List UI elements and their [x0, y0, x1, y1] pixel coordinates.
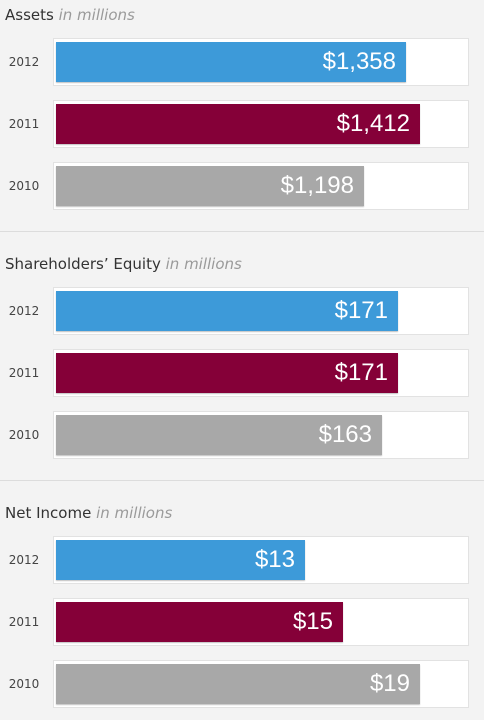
category-label: 2012: [8, 304, 40, 318]
category-label: 2011: [8, 117, 40, 131]
bar-value-label: $163: [318, 421, 372, 448]
bar-2010: $1,198: [56, 166, 364, 206]
chart-title-text: Net Income: [5, 504, 92, 522]
category-label: 2012: [8, 553, 40, 567]
category-label: 2010: [8, 179, 40, 193]
bar-row-2011: 2011 $171: [0, 349, 484, 397]
bar-track: $15: [53, 598, 469, 646]
bar-track: $19: [53, 660, 469, 708]
bar-row-2010: 2010 $19: [0, 660, 484, 708]
bar-row-2012: 2012 $171: [0, 287, 484, 335]
category-label: 2010: [8, 677, 40, 691]
section-divider: [0, 480, 484, 481]
bar-2011: $171: [56, 353, 398, 393]
bar-value-label: $171: [334, 297, 388, 324]
bar-track: $1,412: [53, 100, 469, 148]
bar-track: $171: [53, 287, 469, 335]
bar-value-label: $13: [254, 546, 295, 573]
chart-title-text: Shareholders’ Equity: [5, 255, 161, 273]
chart-title: Shareholders’ Equity in millions: [5, 255, 242, 273]
chart-unit-label: in millions: [96, 504, 173, 522]
category-label: 2011: [8, 615, 40, 629]
chart-title: Net Income in millions: [5, 504, 172, 522]
bar-track: $1,198: [53, 162, 469, 210]
chart-title-text: Assets: [5, 6, 54, 24]
bar-value-label: $1,358: [322, 48, 396, 75]
bar-2012: $13: [56, 540, 305, 580]
category-label: 2011: [8, 366, 40, 380]
bar-2011: $1,412: [56, 104, 420, 144]
chart-unit-label: in millions: [58, 6, 135, 24]
bar-row-2010: 2010 $163: [0, 411, 484, 459]
bar-row-2012: 2012 $1,358: [0, 38, 484, 86]
section-divider: [0, 231, 484, 232]
bar-row-2011: 2011 $15: [0, 598, 484, 646]
chart-unit-label: in millions: [165, 255, 242, 273]
bar-track: $171: [53, 349, 469, 397]
bar-row-2011: 2011 $1,412: [0, 100, 484, 148]
bar-row-2010: 2010 $1,198: [0, 162, 484, 210]
bar-2012: $1,358: [56, 42, 406, 82]
bar-value-label: $1,198: [280, 172, 354, 199]
bar-track: $13: [53, 536, 469, 584]
bar-2010: $19: [56, 664, 420, 704]
bar-value-label: $15: [292, 608, 333, 635]
bar-2011: $15: [56, 602, 343, 642]
category-label: 2012: [8, 55, 40, 69]
bar-value-label: $1,412: [336, 110, 410, 137]
bar-row-2012: 2012 $13: [0, 536, 484, 584]
bar-track: $163: [53, 411, 469, 459]
bar-value-label: $171: [334, 359, 388, 386]
chart-title: Assets in millions: [5, 6, 135, 24]
bar-track: $1,358: [53, 38, 469, 86]
bar-2010: $163: [56, 415, 382, 455]
category-label: 2010: [8, 428, 40, 442]
bar-value-label: $19: [369, 670, 410, 697]
bar-2012: $171: [56, 291, 398, 331]
